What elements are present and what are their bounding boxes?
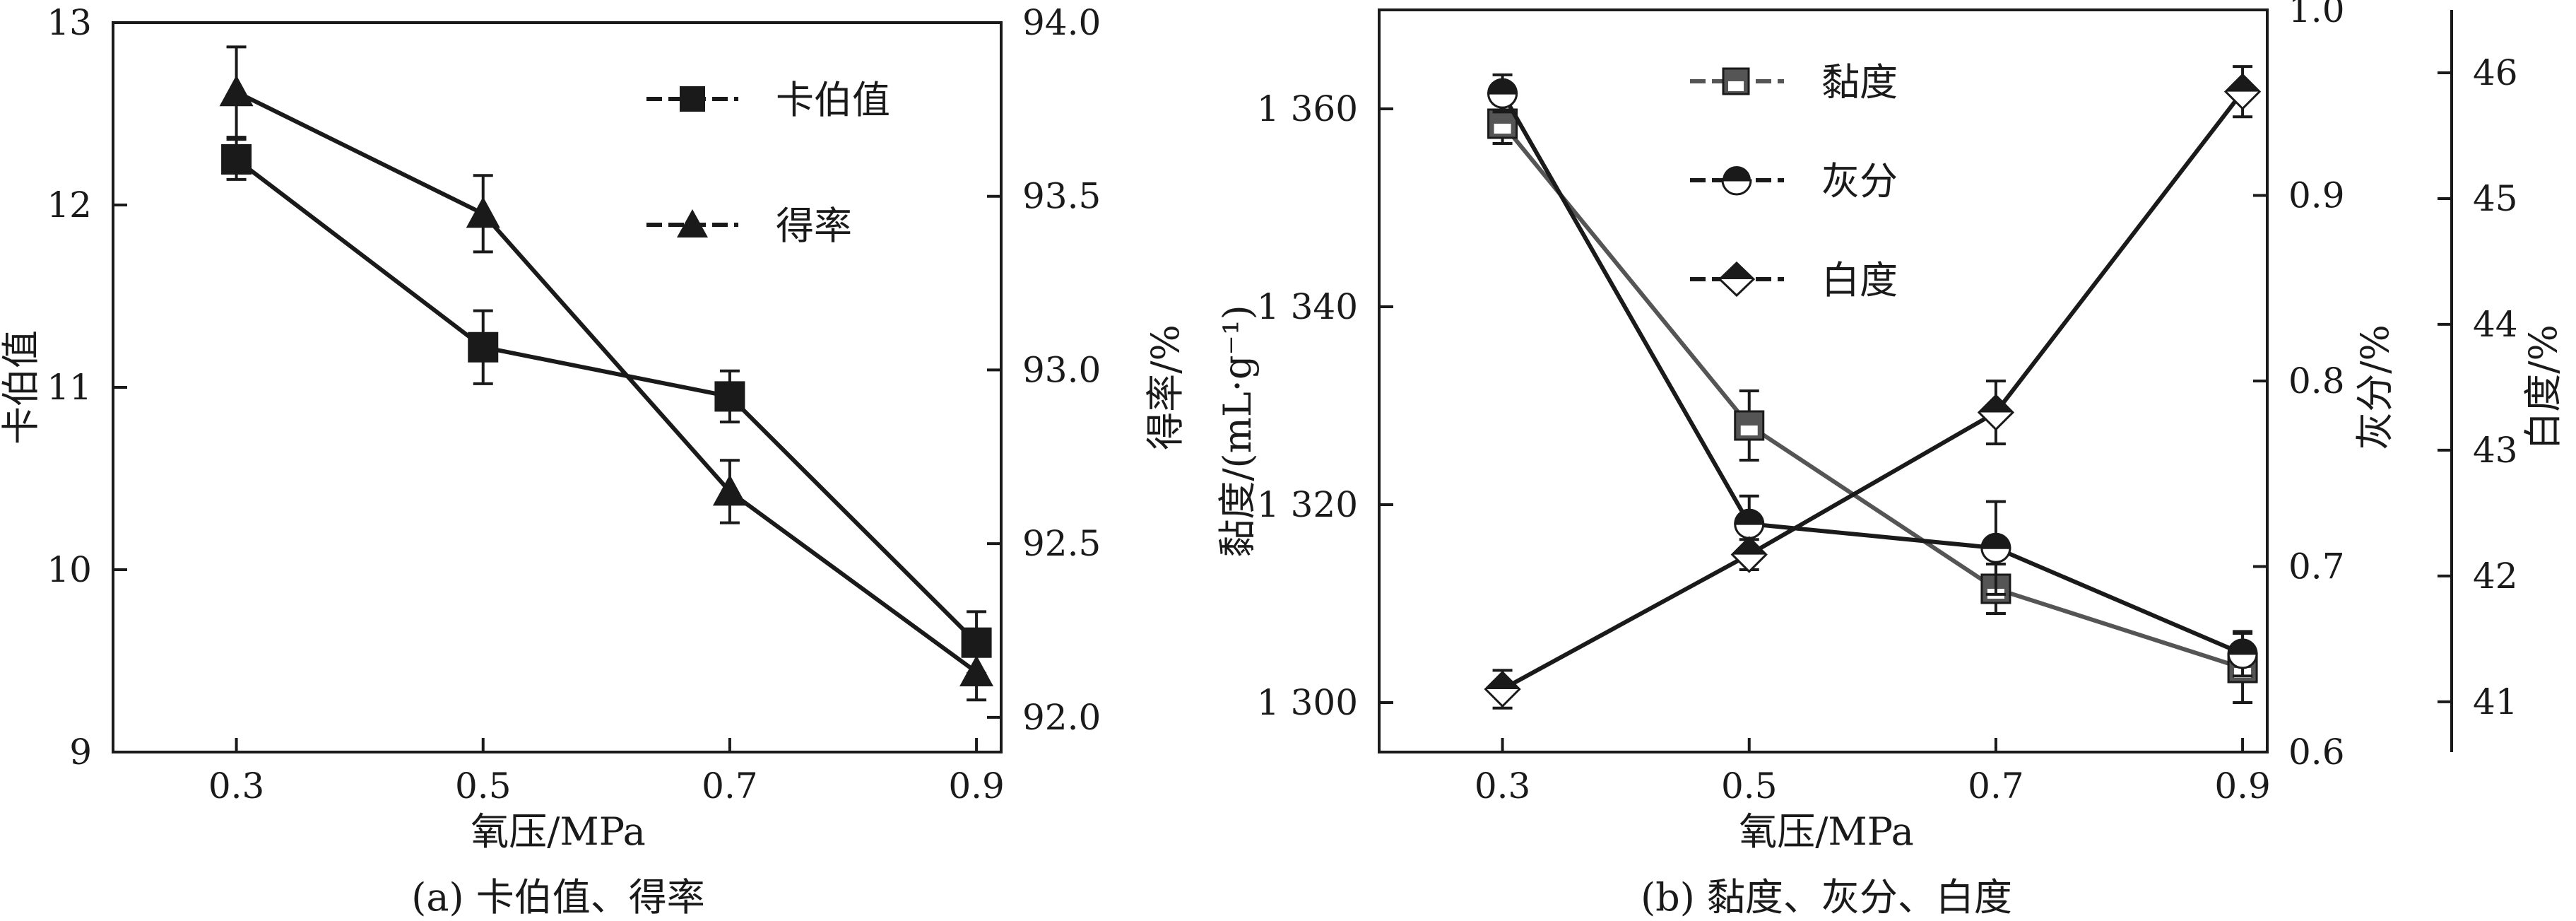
chart-b-series [1484,65,2262,710]
chart-a-series-0-point-2 [714,381,745,412]
chart-b-legend-label-whiteness: 白度 [1821,258,1898,303]
chart-a-series-0-point-1 [468,332,499,363]
chart-a-legend-entry-kappa: 卡伯值 [646,78,890,122]
chart-b-left-y-tick-label-2: 1 340 [1257,286,1358,327]
chart-b-left-y-axis-title: 黏度/(mL·g⁻¹) [1215,305,1260,557]
chart-b-second-right-y-ticks: 41 42 43 44 45 46 [2438,52,2518,722]
chart-a-series-1-point-2 [712,474,747,506]
chart-b-right-y-tick-label-2: 0.8 [2288,360,2345,401]
chart-b-left-y-ticks: 1 300 1 320 1 340 1 360 [1257,88,1393,723]
chart-a-right-y-axis-title: 得率/% [1143,324,1188,450]
chart-a-x-tick-label-2: 0.7 [702,765,758,806]
chart-a-x-ticks: 0.3 0.5 0.7 0.9 [208,738,1005,806]
chart-a-x-tick-label-1: 0.5 [455,765,512,806]
chart-b-left-y-tick-label-3: 1 360 [1257,88,1358,129]
chart-a-series-1-line [235,90,978,674]
chart-b-second-right-y-tick-label-1: 42 [2473,556,2518,597]
chart-b-x-tick-label-2: 0.7 [1968,765,2024,806]
chart-b-caption: (b) 黏度、灰分、白度 [1641,875,2012,920]
legend-square-marker-icon [680,86,705,112]
chart-b-x-ticks: 0.3 0.5 0.7 0.9 [1475,738,2271,806]
chart-a-caption: (a) 卡伯值、得率 [411,875,705,920]
chart-b-series-1-line [1500,92,2244,656]
chart-a-series-1-point-1 [466,196,500,228]
chart-b-series-2-point-2-fill [1978,395,2013,413]
chart-a-right-y-tick-label-3: 93.5 [1022,176,1101,217]
chart-b-x-tick-label-0: 0.3 [1475,765,1531,806]
chart-a-right-y-tick-label-1: 92.5 [1022,523,1101,564]
chart-a-right-y-tick-label-4: 94.0 [1022,2,1101,43]
chart-b-series-2-point-3-fill [2226,74,2260,92]
chart-a-left-y-ticks: 9 10 11 12 13 [47,2,127,773]
chart-b-legend-entry-viscosity: 黏度 [1690,60,1898,105]
chart-a-series-1-point-0 [219,75,254,107]
chart-a-right-y-tick-label-0: 92.0 [1022,697,1101,738]
chart-b-series-1-point-0-fill [1487,92,1518,109]
chart-b: 0.3 0.5 0.7 0.9 1 300 1 320 1 340 1 360 0.6 0.7… [1215,0,2565,920]
chart-b-right-y-tick-label-1: 0.7 [2288,546,2345,587]
chart-b-legend-entry-ash: 灰分 [1690,159,1898,204]
chart-b-legend-entry-whiteness: 白度 [1690,258,1898,303]
chart-b-second-right-y-axis-title: 白度/% [2521,324,2565,450]
chart-b-second-right-y-tick-label-4: 45 [2473,178,2518,219]
chart-b-series-1-point-1-fill [1734,522,1765,539]
chart-a-series-0-point-0 [221,144,252,175]
chart-b-second-right-y-tick-label-0: 41 [2473,681,2518,722]
chart-b-right-y-ticks: 0.6 0.7 0.8 0.9 1.0 [2253,0,2345,773]
chart-b-second-right-y-tick-label-2: 43 [2473,430,2518,471]
chart-b-series-0-point-0-fill [1494,124,1511,134]
chart-b-series-2-point-0-fill [1485,672,1520,690]
chart-b-legend-label-ash: 灰分 [1821,159,1898,204]
chart-a-left-y-tick-label-0: 9 [69,732,92,773]
chart-b-series-0-point-1-fill [1740,426,1758,435]
chart-a-x-axis-title: 氧压/MPa [471,809,646,854]
chart-b-series-1-point-2-fill [1980,546,2011,563]
chart-b-second-right-y-tick-label-3: 44 [2473,304,2518,345]
chart-a-left-y-axis-title: 卡伯值 [0,330,43,445]
chart-a-left-y-tick-label-3: 12 [47,184,92,225]
chart-a-x-tick-label-3: 0.9 [948,765,1005,806]
chart-a-legend-label-kappa: 卡伯值 [776,78,890,122]
chart-a-left-y-tick-label-2: 11 [47,367,92,408]
chart-a-series [219,45,994,702]
chart-b-right-y-tick-label-3: 0.9 [2288,175,2345,216]
chart-a-left-y-tick-label-1: 10 [47,549,92,590]
chart-a-right-y-tick-label-2: 93.0 [1022,349,1101,390]
chart-b-series-0-line [1501,122,2243,670]
chart-b-series-2-point-1-fill [1732,537,1766,555]
chart-a-series-0-line [235,158,979,645]
chart-b-x-tick-label-3: 0.9 [2214,765,2271,806]
legend-triangle-marker-icon [677,209,708,237]
chart-a-left-y-tick-label-4: 13 [47,2,92,43]
chart-b-right-y-tick-label-0: 0.6 [2288,732,2345,773]
chart-b-second-right-y-tick-label-5: 46 [2473,52,2518,93]
chart-b-left-y-tick-label-1: 1 320 [1257,484,1358,525]
chart-a-series-1-point-3 [959,655,994,686]
chart-b-left-y-tick-label-0: 1 300 [1257,682,1358,723]
chart-b-right-y-axis-title: 灰分/% [2353,324,2397,450]
chart-b-legend-label-viscosity: 黏度 [1821,60,1898,105]
chart-a-legend: 卡伯值 得率 [646,78,890,248]
chart-b-x-tick-label-1: 0.5 [1721,765,1778,806]
chart-b-right-y-tick-label-4: 1.0 [2288,0,2345,30]
chart-b-x-axis-title: 氧压/MPa [1739,809,1914,854]
chart-a-plot-frame [112,21,1003,753]
chart-b-series-1-point-3-fill [2227,652,2258,669]
chart-b-legend: 黏度 灰分 白度 [1690,60,1898,303]
chart-a-legend-label-yield: 得率 [776,204,852,248]
chart-b-series-2-line [1501,90,2245,691]
chart-a-legend-entry-yield: 得率 [646,204,852,248]
chart-a-x-tick-label-0: 0.3 [208,765,265,806]
chart-a-right-y-ticks: 92.0 92.5 93.0 93.5 94.0 [987,2,1101,738]
